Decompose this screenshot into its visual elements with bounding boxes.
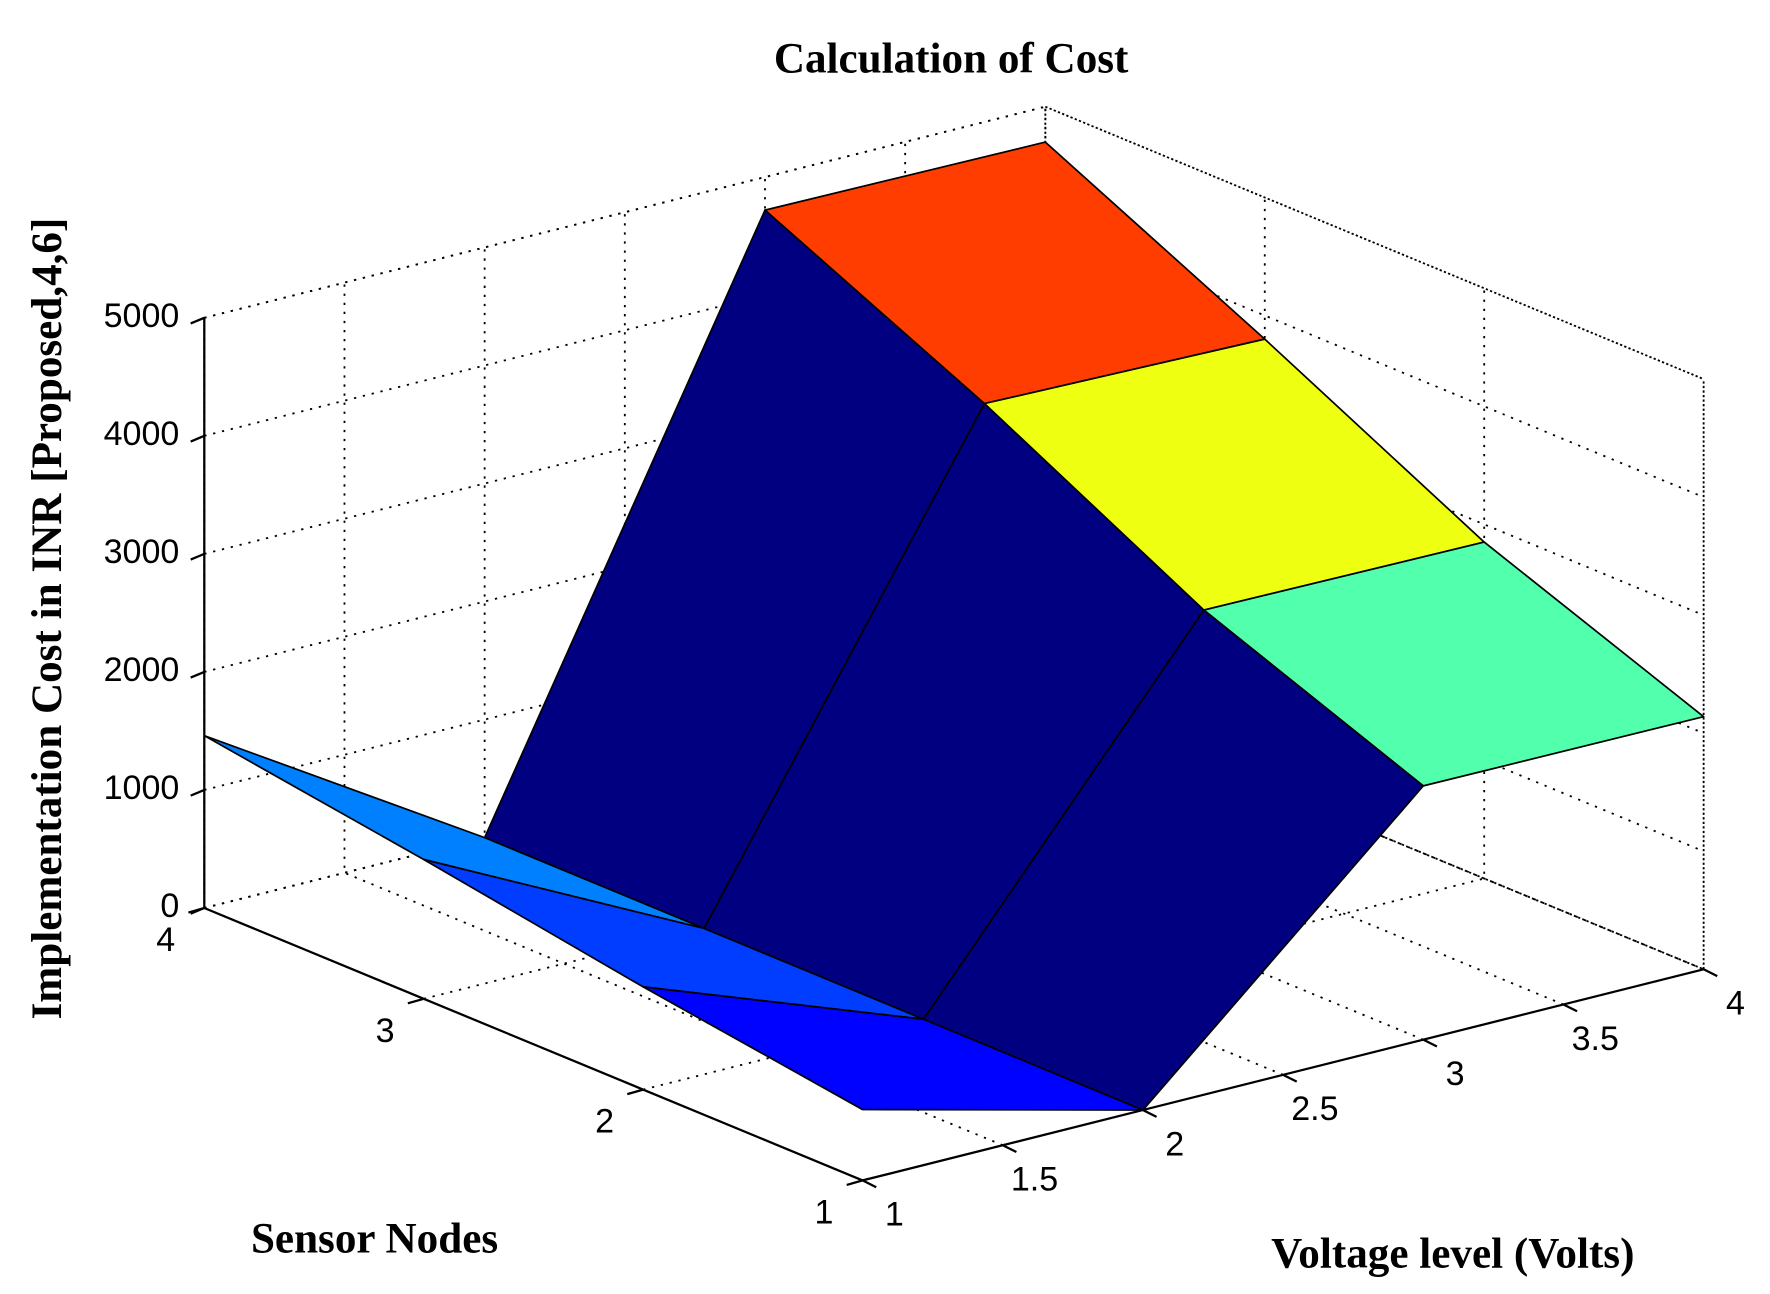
z-tick-label: 4000 [104,415,180,453]
tick-mark [1703,968,1718,978]
z-axis-label: Implementation Cost in INR [Proposed,4,6… [24,218,71,1020]
tick-mark [862,1179,877,1189]
x-tick-label: 2.5 [1291,1090,1338,1128]
tick-mark [626,1088,644,1096]
tick-mark [1142,1109,1158,1118]
z-tick-label: 0 [160,887,179,925]
tick-mark [190,788,205,797]
tick-mark [188,906,205,914]
x-axis-label: Voltage level (Volts) [1271,1230,1634,1277]
tick-mark [846,1179,863,1187]
tick-mark [1422,1038,1438,1048]
plot-area: Calculation of Cost Sensor Nodes Voltage… [24,35,1745,1277]
y-tick-label: 1 [815,1193,834,1231]
tick-mark [190,434,205,443]
tick-mark [190,552,205,561]
x-tick-label: 1 [885,1196,904,1234]
x-tick-label: 3 [1446,1055,1465,1093]
y-axis-label: Sensor Nodes [251,1216,498,1263]
y-tick-label: 2 [595,1103,614,1141]
z-tick-label: 1000 [104,769,180,807]
axis-line [862,968,1704,1182]
tick-mark [1562,1003,1578,1013]
grid-line [904,141,1564,1006]
box-edge [1044,105,1704,380]
x-tick-label: 1.5 [1011,1161,1058,1199]
y-tick-label: 3 [376,1012,395,1050]
tick-mark [190,670,205,679]
surface-face [642,986,1144,1111]
x-tick-label: 4 [1726,985,1745,1023]
tick-mark [407,997,425,1005]
z-tick-label: 3000 [104,533,180,571]
axis-line [203,906,864,1182]
y-tick-label: 4 [156,921,175,959]
x-tick-label: 3.5 [1572,1020,1619,1058]
tick-mark [190,316,205,325]
z-tick-label: 2000 [104,651,180,689]
x-tick-label: 2 [1165,1125,1184,1163]
grid-line [1044,106,1704,971]
tick-mark [1282,1073,1298,1083]
z-tick-label: 5000 [104,297,180,335]
tick-mark [1002,1144,1017,1154]
chart-title: Calculation of Cost [774,35,1129,82]
